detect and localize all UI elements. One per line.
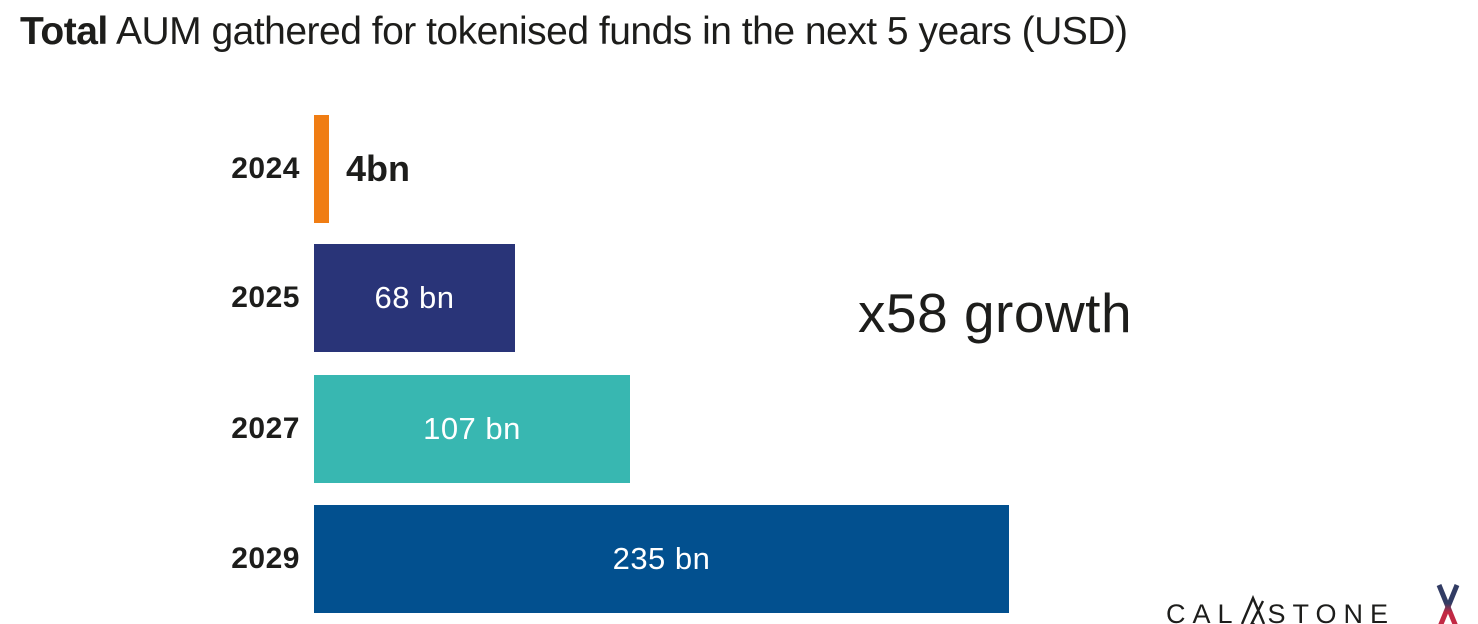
- bar-value-label-2027: 107 bn: [423, 411, 521, 446]
- chart-row-2024: 2024 4bn: [0, 115, 1478, 223]
- bar-value-label-2029: 235 bn: [612, 541, 711, 576]
- calastone-logo: CAL STONE: [1166, 578, 1463, 624]
- chart-title-rest: AUM gathered for tokenised funds in the …: [107, 10, 1128, 53]
- bar-value-label-2024: 4bn: [346, 148, 411, 189]
- chart-title: Total AUM gathered for tokenised funds i…: [20, 10, 1128, 54]
- category-label-2024: 2024: [231, 152, 300, 185]
- chart-row-2029: 2029 235 bn: [0, 505, 1478, 613]
- chart-row-2027: 2027 107 bn: [0, 375, 1478, 483]
- calastone-x-icon: [1436, 584, 1460, 624]
- category-label-2027: 2027: [231, 412, 300, 445]
- bar-value-label-2025: 68 bn: [374, 280, 455, 315]
- calastone-stylized-a-icon: [1240, 595, 1265, 624]
- bar-2025: 68 bn: [314, 244, 515, 352]
- wordmark-left: CAL: [1166, 599, 1240, 624]
- bar-2027: 107 bn: [314, 375, 630, 483]
- growth-annotation: x58 growth: [858, 282, 1133, 344]
- wordmark-right: STONE: [1267, 599, 1396, 624]
- bar-2024: [314, 115, 329, 223]
- chart-title-bold-word: Total: [20, 10, 108, 53]
- category-label-2029: 2029: [231, 542, 300, 575]
- chart-row-2025: 2025 68 bn: [0, 244, 1478, 352]
- calastone-wordmark: CAL STONE: [1166, 595, 1395, 624]
- category-label-2025: 2025: [231, 281, 300, 314]
- bar-2029: 235 bn: [314, 505, 1009, 613]
